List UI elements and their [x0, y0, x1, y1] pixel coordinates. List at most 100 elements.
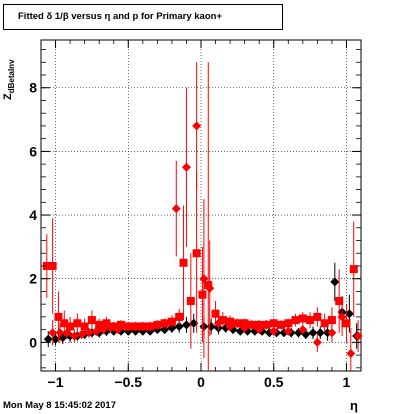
- y-axis-label-sub: dBetaInv: [7, 59, 17, 94]
- data-point-square: [146, 322, 155, 331]
- data-point-diamond: [240, 323, 250, 333]
- x-axis-label: η: [350, 398, 358, 413]
- data-point-diamond: [189, 318, 199, 328]
- data-point-diamond: [254, 325, 264, 335]
- data-point-diamond: [346, 348, 356, 358]
- x-tick-label: 0.5: [264, 374, 284, 390]
- data-point-square: [175, 312, 184, 321]
- data-point-square: [73, 319, 82, 328]
- data-point-square: [186, 296, 195, 305]
- data-point-diamond: [91, 326, 101, 336]
- y-tick-label: 2: [29, 271, 37, 287]
- data-point-diamond: [225, 321, 235, 331]
- data-point-diamond: [99, 325, 109, 335]
- data-point-square: [66, 322, 75, 331]
- data-point-diamond: [327, 328, 337, 338]
- y-tick-label: 8: [29, 80, 37, 96]
- data-point-square: [48, 261, 57, 270]
- data-point-square: [87, 316, 96, 325]
- data-point-diamond: [84, 328, 94, 338]
- data-point-diamond: [353, 331, 363, 341]
- data-point-square: [153, 320, 162, 329]
- data-point-square: [117, 320, 125, 329]
- data-point-square: [218, 316, 227, 325]
- x-tick-label: 1: [343, 374, 351, 390]
- axes: −1 −0.5 0 0.5 1 0 2 4 6 8: [29, 40, 362, 390]
- data-point-square: [60, 319, 69, 328]
- data-point-square: [102, 319, 111, 328]
- data-point-diamond: [315, 328, 325, 338]
- data-point-square: [131, 322, 140, 331]
- data-point-diamond: [205, 283, 215, 293]
- data-point-diamond: [77, 329, 87, 339]
- data-point-square: [320, 319, 329, 328]
- data-point-square: [306, 316, 315, 325]
- data-point-square: [95, 320, 104, 329]
- data-point-square: [179, 258, 188, 267]
- data-point-diamond: [43, 334, 53, 344]
- data-point-diamond: [337, 312, 347, 322]
- data-point-square: [42, 261, 51, 270]
- data-point-square: [247, 320, 256, 329]
- data-point-diamond: [171, 204, 181, 214]
- data-point-diamond: [174, 321, 184, 331]
- data-point-diamond: [51, 334, 61, 344]
- data-point-square: [240, 319, 249, 328]
- data-point-square: [233, 319, 242, 328]
- data-point-diamond: [192, 121, 202, 131]
- timestamp-footer: Mon May 8 15:45:02 2017: [3, 400, 117, 411]
- data-point-diamond: [160, 325, 170, 335]
- y-axis-label: ZdBetaInv: [2, 59, 16, 100]
- y-axis-label-main: Z: [2, 93, 14, 100]
- data-point-square: [80, 322, 89, 331]
- data-point-diamond: [113, 325, 123, 335]
- data-point-diamond: [106, 323, 116, 333]
- data-point-diamond: [55, 328, 65, 338]
- data-point-square: [211, 309, 220, 318]
- data-point-square: [327, 316, 336, 325]
- data-point-diamond: [283, 326, 293, 336]
- data-point-square: [277, 320, 285, 329]
- data-point-diamond: [69, 331, 79, 341]
- data-point-diamond: [213, 318, 223, 328]
- data-point-diamond: [308, 328, 318, 338]
- y-tick-label: 0: [29, 334, 37, 350]
- data-point-square: [204, 281, 213, 290]
- series-1: [42, 62, 358, 371]
- data-point-diamond: [181, 320, 191, 330]
- data-point-square: [109, 322, 118, 331]
- data-point-diamond: [181, 162, 191, 172]
- x-tick-label: −1: [48, 374, 64, 390]
- x-tick-label: −0.5: [114, 374, 142, 390]
- data-point-square: [335, 296, 344, 305]
- chart-title: Fitted δ 1/β versus η and p for Primary …: [3, 4, 283, 30]
- data-point-diamond: [330, 277, 340, 287]
- x-tick-label: 0: [197, 374, 205, 390]
- y-tick-label: 4: [29, 207, 37, 223]
- data-point-diamond: [344, 309, 354, 319]
- data-point-square: [198, 290, 207, 299]
- data-point-square: [342, 319, 351, 328]
- data-point-diamond: [269, 326, 279, 336]
- data-point-square: [269, 319, 278, 328]
- data-point-square: [160, 319, 169, 328]
- data-point-square: [167, 317, 176, 326]
- data-point-diamond: [48, 328, 58, 338]
- data-point-square: [54, 312, 63, 321]
- data-point-square: [138, 322, 147, 331]
- data-point-diamond: [62, 328, 72, 338]
- data-point-square: [255, 320, 264, 329]
- data-point-square: [298, 314, 307, 323]
- data-point-square: [291, 316, 300, 325]
- data-point-square: [284, 319, 293, 328]
- data-point-square: [262, 320, 271, 329]
- data-point-diamond: [312, 337, 322, 347]
- data-points: [42, 62, 363, 371]
- data-point-square: [313, 312, 322, 321]
- data-point-diamond: [206, 321, 216, 331]
- data-point-diamond: [298, 325, 308, 335]
- y-tick-label: 6: [29, 143, 37, 159]
- data-point-square: [124, 322, 133, 331]
- data-point-diamond: [199, 274, 209, 284]
